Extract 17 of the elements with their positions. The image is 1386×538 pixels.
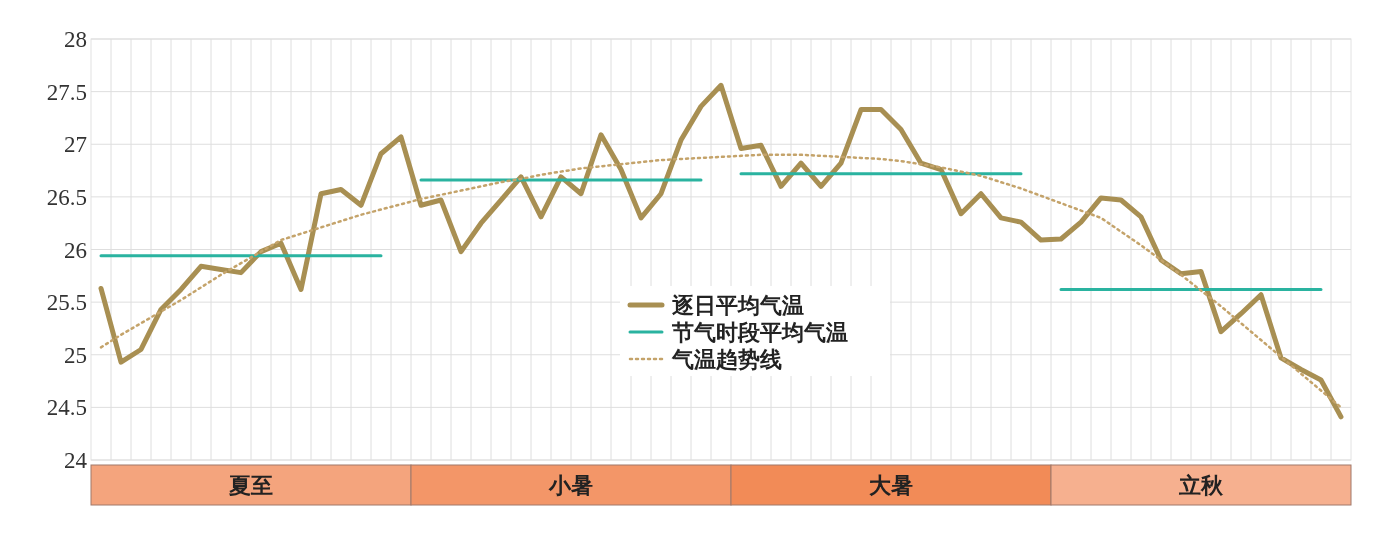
line-series xyxy=(99,153,1343,409)
y-tick-label: 27.5 xyxy=(46,79,87,105)
text: 小暑 xyxy=(548,473,593,498)
legend-label: 逐日平均气温 xyxy=(671,293,804,318)
text: 立秋 xyxy=(1178,473,1224,498)
y-tick-label: 28 xyxy=(64,27,87,52)
text: 大暑 xyxy=(869,473,913,498)
y-tick-label: 24.5 xyxy=(46,395,87,421)
y-tick-label: 27 xyxy=(64,132,87,158)
legend-label: 节气时段平均气温 xyxy=(671,320,848,345)
legend-label: 气温趋势线 xyxy=(671,347,782,372)
y-tick-label: 24 xyxy=(64,448,88,473)
y-tick-label: 26.5 xyxy=(46,184,87,210)
text: 夏至 xyxy=(228,473,273,498)
y-tick-label: 26 xyxy=(64,237,87,263)
y-tick-label: 25.5 xyxy=(46,290,87,316)
y-tick-label: 25 xyxy=(64,342,87,368)
